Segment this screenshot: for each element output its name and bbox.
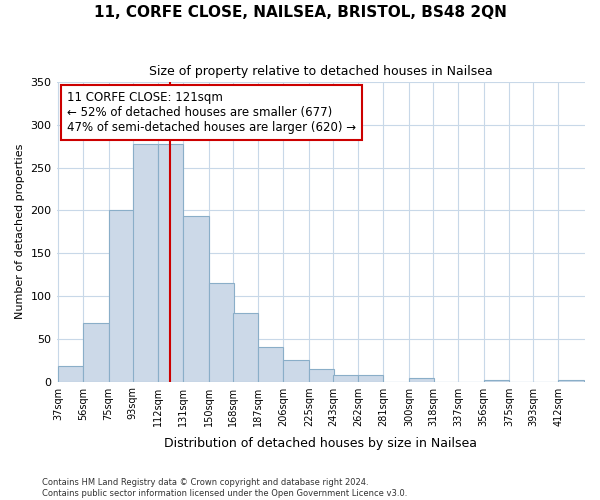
X-axis label: Distribution of detached houses by size in Nailsea: Distribution of detached houses by size …: [164, 437, 477, 450]
Bar: [133, 144, 158, 382]
Bar: [283, 360, 309, 382]
Bar: [209, 283, 234, 382]
Bar: [109, 210, 134, 382]
Text: Contains HM Land Registry data © Crown copyright and database right 2024.
Contai: Contains HM Land Registry data © Crown c…: [42, 478, 407, 498]
Text: 11 CORFE CLOSE: 121sqm
← 52% of detached houses are smaller (677)
47% of semi-de: 11 CORFE CLOSE: 121sqm ← 52% of detached…: [67, 91, 356, 134]
Bar: [333, 374, 358, 382]
Bar: [559, 380, 584, 382]
Bar: [184, 216, 209, 382]
Title: Size of property relative to detached houses in Nailsea: Size of property relative to detached ho…: [149, 65, 493, 78]
Y-axis label: Number of detached properties: Number of detached properties: [15, 144, 25, 320]
Bar: [58, 366, 83, 382]
Bar: [83, 324, 109, 382]
Bar: [484, 380, 509, 382]
Bar: [358, 374, 383, 382]
Bar: [258, 348, 283, 382]
Bar: [409, 378, 434, 382]
Text: 11, CORFE CLOSE, NAILSEA, BRISTOL, BS48 2QN: 11, CORFE CLOSE, NAILSEA, BRISTOL, BS48 …: [94, 5, 506, 20]
Bar: [309, 368, 334, 382]
Bar: [158, 144, 184, 382]
Bar: [233, 313, 258, 382]
